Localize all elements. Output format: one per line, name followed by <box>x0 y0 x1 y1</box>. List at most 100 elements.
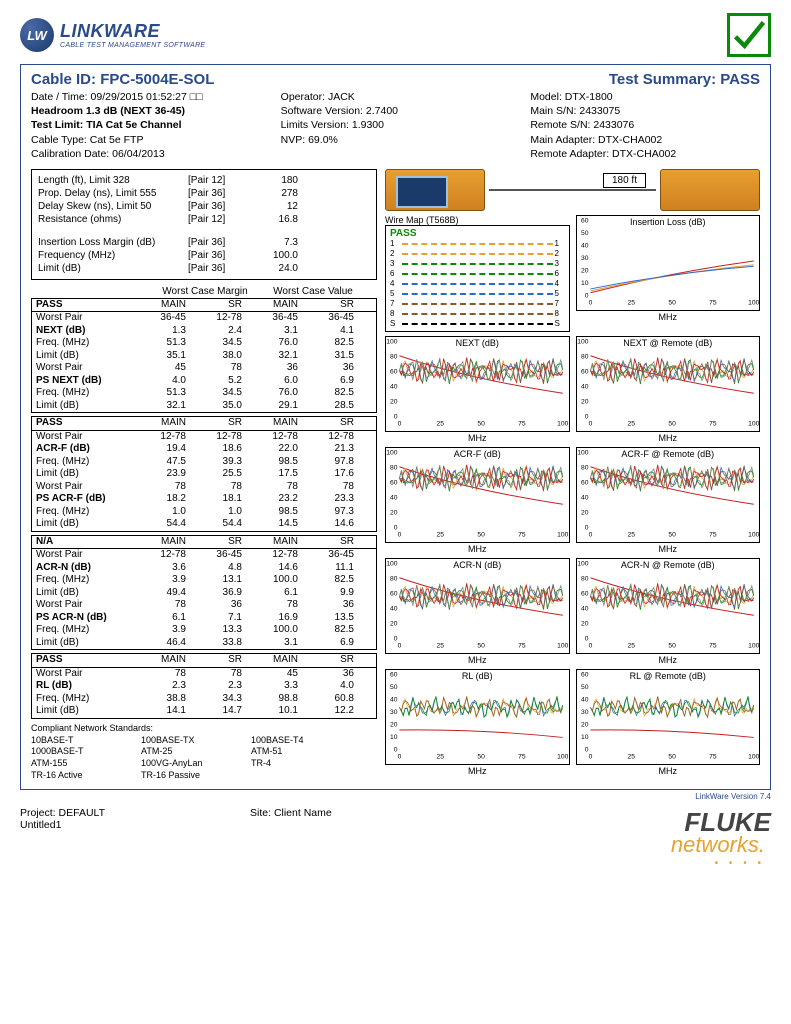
svg-text:20: 20 <box>390 398 398 405</box>
fluke-logo: FLUKE networks. • • • • <box>450 807 771 869</box>
svg-text:80: 80 <box>390 354 398 361</box>
svg-text:50: 50 <box>477 753 485 760</box>
pass-check-icon <box>727 13 771 57</box>
info-line: Test Limit: TIA Cat 5e Channel <box>31 118 261 132</box>
logo-subtitle: CABLE TEST MANAGEMENT SOFTWARE <box>60 42 205 49</box>
svg-text:30: 30 <box>581 255 589 262</box>
svg-text:75: 75 <box>709 531 717 538</box>
svg-text:10: 10 <box>581 280 589 287</box>
svg-text:100: 100 <box>748 531 759 538</box>
data-table: N/AMAINSRMAINSRWorst Pair12-7836-4512-78… <box>31 535 377 651</box>
svg-text:50: 50 <box>668 753 676 760</box>
top-bar: LW LINKWARE CABLE TEST MANAGEMENT SOFTWA… <box>20 10 771 60</box>
svg-text:60: 60 <box>390 479 398 486</box>
svg-text:0: 0 <box>588 642 592 649</box>
svg-text:25: 25 <box>437 420 445 427</box>
svg-text:50: 50 <box>668 531 676 538</box>
spec-row: Insertion Loss Margin (dB)[Pair 36]7.3 <box>38 236 370 249</box>
info-line: NVP: 69.0% <box>281 133 511 147</box>
svg-text:40: 40 <box>581 494 589 501</box>
svg-text:25: 25 <box>627 642 635 649</box>
svg-text:25: 25 <box>627 753 635 760</box>
data-table: PASSMAINSRMAINSRWorst Pair36-4512-7836-4… <box>31 298 377 414</box>
svg-text:20: 20 <box>581 721 589 728</box>
svg-text:50: 50 <box>477 642 485 649</box>
svg-text:25: 25 <box>437 531 445 538</box>
info-line: Model: DTX-1800 <box>530 90 760 104</box>
svg-text:75: 75 <box>709 420 717 427</box>
svg-text:20: 20 <box>581 509 589 516</box>
spec-row: Length (ft), Limit 328[Pair 12]180 <box>38 174 370 187</box>
svg-text:80: 80 <box>581 354 589 361</box>
chart-box: ACR-F (dB)0204060801000255075100 <box>385 447 570 543</box>
info-line: Cable Type: Cat 5e FTP <box>31 133 261 147</box>
svg-text:40: 40 <box>581 696 589 703</box>
svg-text:10: 10 <box>581 734 589 741</box>
svg-text:60: 60 <box>581 479 589 486</box>
svg-text:100: 100 <box>748 642 759 649</box>
svg-text:100: 100 <box>748 753 759 760</box>
chart-box: RL (dB)01020304050600255075100 <box>385 669 570 765</box>
svg-text:100: 100 <box>557 420 568 427</box>
spec-row: Frequency (MHz)[Pair 36]100.0 <box>38 249 370 262</box>
info-line: Main Adapter: DTX-CHA002 <box>530 133 760 147</box>
svg-text:60: 60 <box>390 590 398 597</box>
info-line: Main S/N: 2433075 <box>530 104 760 118</box>
footer: Project: DEFAULT Untitled1 Site: Client … <box>20 807 771 869</box>
info-line: Remote S/N: 2433076 <box>530 118 760 132</box>
standard-row: ATM-155100VG-AnyLanTR-4 <box>31 758 377 770</box>
svg-text:50: 50 <box>581 230 589 237</box>
svg-text:60: 60 <box>581 590 589 597</box>
chart-box: NEXT @ Remote (dB)0204060801000255075100 <box>576 336 761 432</box>
margin-headers: Worst Case Margin Worst Case Value <box>31 286 377 297</box>
svg-text:100: 100 <box>557 753 568 760</box>
chart-box: ACR-N (dB)0204060801000255075100 <box>385 558 570 654</box>
svg-text:75: 75 <box>709 753 717 760</box>
chart-box: ACR-N @ Remote (dB)020406080100025507510… <box>576 558 761 654</box>
svg-text:40: 40 <box>390 494 398 501</box>
svg-text:20: 20 <box>390 721 398 728</box>
svg-text:0: 0 <box>398 420 402 427</box>
info-line: Calibration Date: 06/04/2013 <box>31 147 261 161</box>
chart-box: NEXT (dB)0204060801000255075100 <box>385 336 570 432</box>
standard-row: 1000BASE-TATM-25ATM-51 <box>31 746 377 758</box>
svg-text:60: 60 <box>390 368 398 375</box>
svg-text:40: 40 <box>581 605 589 612</box>
specs-box: Length (ft), Limit 328[Pair 12]180Prop. … <box>31 169 377 280</box>
svg-text:25: 25 <box>627 299 635 306</box>
svg-text:50: 50 <box>668 642 676 649</box>
main-frame: Cable ID: FPC-5004E-SOL Test Summary: PA… <box>20 64 771 790</box>
svg-text:50: 50 <box>390 684 398 691</box>
svg-text:50: 50 <box>477 420 485 427</box>
test-summary: Test Summary: PASS <box>609 71 760 88</box>
svg-text:20: 20 <box>390 509 398 516</box>
svg-text:50: 50 <box>581 684 589 691</box>
standards: Compliant Network Standards: 10BASE-T100… <box>31 723 377 781</box>
svg-text:75: 75 <box>518 531 526 538</box>
svg-text:75: 75 <box>709 299 717 306</box>
svg-text:0: 0 <box>588 299 592 306</box>
svg-text:40: 40 <box>581 383 589 390</box>
svg-text:0: 0 <box>588 420 592 427</box>
chart-insertion-loss: Insertion Loss (dB)010203040506002550751… <box>576 215 761 311</box>
standard-row: TR-16 ActiveTR-16 Passive <box>31 770 377 782</box>
svg-text:20: 20 <box>390 620 398 627</box>
spec-row: Delay Skew (ns), Limit 50[Pair 36]12 <box>38 200 370 213</box>
cable-id: Cable ID: FPC-5004E-SOL <box>31 71 214 88</box>
svg-text:0: 0 <box>588 753 592 760</box>
svg-text:40: 40 <box>390 605 398 612</box>
svg-text:40: 40 <box>581 242 589 249</box>
svg-text:80: 80 <box>390 465 398 472</box>
version-line: LinkWare Version 7.4 <box>20 792 771 801</box>
svg-text:25: 25 <box>437 642 445 649</box>
svg-text:75: 75 <box>518 420 526 427</box>
svg-text:0: 0 <box>588 531 592 538</box>
logo-name: LINKWARE <box>60 21 205 42</box>
svg-text:0: 0 <box>398 531 402 538</box>
svg-text:0: 0 <box>398 753 402 760</box>
svg-text:60: 60 <box>581 368 589 375</box>
wiremap-title: Wire Map (T568B) <box>385 215 570 225</box>
svg-text:25: 25 <box>437 753 445 760</box>
lw-badge-icon: LW <box>20 18 54 52</box>
spec-row: Resistance (ohms)[Pair 12]16.8 <box>38 213 370 226</box>
